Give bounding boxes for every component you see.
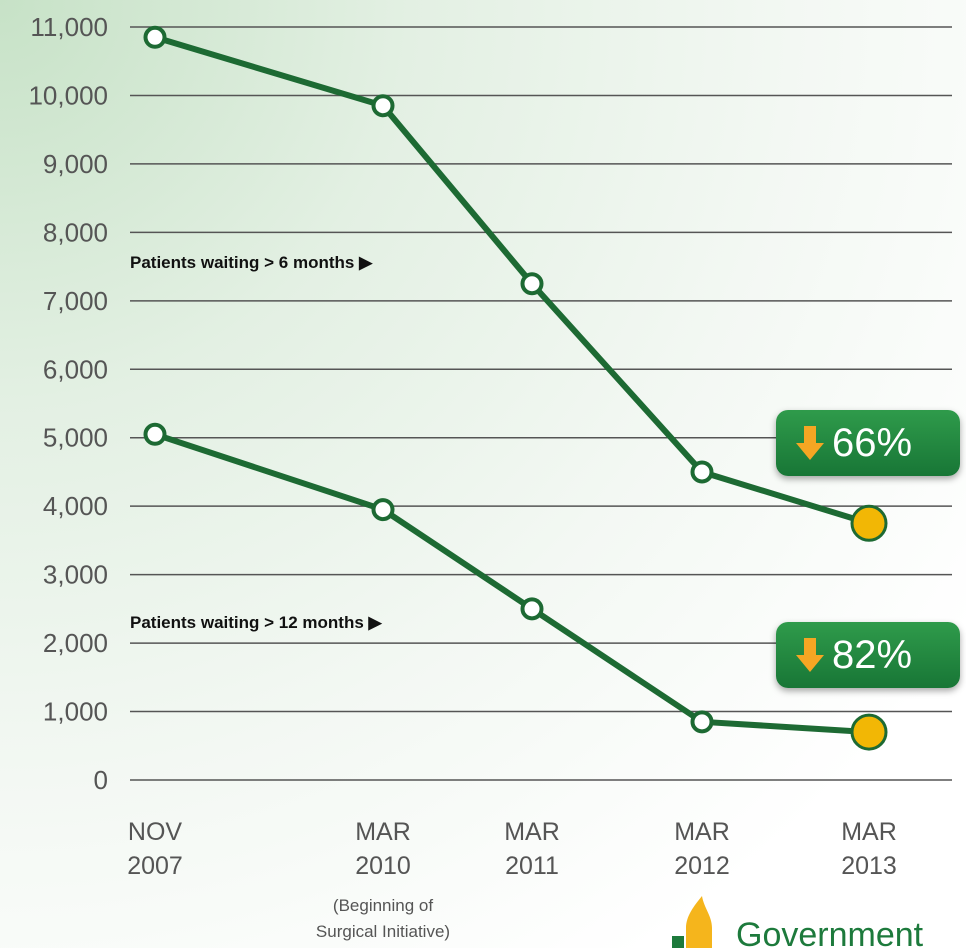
series-lines: [143, 25, 888, 751]
y-tick-label: 3,000: [43, 560, 108, 590]
x-tick-label: MAR 2013: [841, 818, 897, 880]
data-point: [520, 597, 544, 621]
y-tick-label: 5,000: [43, 423, 108, 453]
series-label: Patients waiting > 6 months ▶: [130, 253, 373, 272]
logo-text: Government: [736, 916, 924, 948]
x-tick-label: NOV 2007: [127, 818, 183, 880]
reduction-badge-6-months: 66%: [776, 410, 960, 476]
data-point: [143, 25, 167, 49]
x-category-note: (Beginning of Surgical Initiative): [316, 896, 450, 941]
y-tick-label: 6,000: [43, 354, 108, 384]
data-point: [143, 422, 167, 446]
y-tick-label: 2,000: [43, 628, 108, 658]
series-labels: Patients waiting > 6 months ▶ Patients wa…: [130, 253, 383, 632]
data-point: [690, 710, 714, 734]
y-tick-label: 0: [94, 765, 108, 795]
series-label: Patients waiting > 12 months ▶: [130, 613, 383, 632]
x-tick-label: MAR 2010: [355, 818, 411, 880]
y-tick-label: 1,000: [43, 697, 108, 727]
series-line: [154, 431, 870, 736]
y-tick-label: 10,000: [28, 80, 108, 110]
series-endpoint: [850, 504, 888, 542]
y-tick-label: 7,000: [43, 286, 108, 316]
reduction-badge-value: 66%: [832, 420, 913, 465]
y-tick-label: 4,000: [43, 491, 108, 521]
government-logo: Government: [642, 888, 966, 948]
data-point: [371, 498, 395, 522]
y-axis-labels: 0 1,000 2,000 3,000 4,000 5,000 6,000 7,000 8,00…: [28, 12, 108, 795]
y-tick-label: 9,000: [43, 149, 108, 179]
down-arrow-icon: [796, 426, 824, 460]
data-point: [690, 460, 714, 484]
reduction-badge-value: 82%: [832, 632, 913, 677]
logo-mark-icon: [672, 896, 712, 948]
x-axis-labels: NOV 2007 MAR 2010 MAR 2011 MAR 2012 MAR 2013 (Begi…: [127, 818, 897, 941]
series-line: [154, 34, 870, 527]
down-arrow-icon: [796, 638, 824, 672]
reduction-badge-12-months: 82%: [776, 622, 960, 688]
gridlines: [130, 26, 952, 781]
x-tick-label: MAR 2011: [504, 818, 560, 880]
x-tick-label: MAR 2012: [674, 818, 730, 880]
series-endpoint: [850, 713, 888, 751]
y-tick-label: 8,000: [43, 217, 108, 247]
data-point: [371, 94, 395, 118]
data-point: [520, 272, 544, 296]
y-tick-label: 11,000: [30, 12, 108, 42]
